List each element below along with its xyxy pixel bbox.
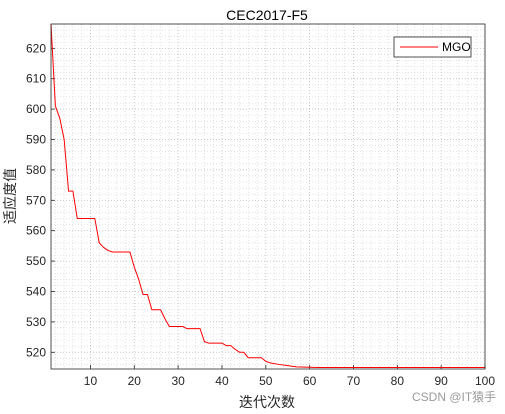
y-tick-label: 560 [26,224,46,238]
plot-border [50,23,486,370]
x-tick-label: 30 [171,374,185,388]
x-tick-label: 20 [128,374,142,388]
y-axis-title: 适应度值 [2,168,19,224]
legend: MGO [393,36,472,58]
x-tick-label: 40 [215,374,229,388]
series-layer [50,23,485,368]
y-tick-label: 610 [26,72,46,86]
x-tick-label: 80 [391,374,405,388]
chart-title: CEC2017-F5 [226,7,308,23]
x-axis: 10 20 30 40 50 60 70 80 90 100 [84,365,495,388]
x-tick-label: 70 [347,374,361,388]
y-tick-label: 540 [26,284,46,298]
y-tick-label: 570 [26,193,46,207]
x-tick-label: 90 [434,374,448,388]
series-line-mgo [50,23,485,368]
grid [51,24,486,369]
plot-area [51,24,485,369]
x-tick-label: 100 [475,374,495,388]
y-tick-label: 620 [26,41,46,55]
y-tick-label: 580 [26,163,46,177]
x-tick-label: 10 [84,374,98,388]
x-tick-label: 60 [303,374,317,388]
y-tick-label: 590 [26,133,46,147]
y-tick-label: 530 [26,315,46,329]
y-tick-label: 600 [26,102,46,116]
legend-label-mgo: MGO [442,40,471,54]
y-tick-label: 520 [26,345,46,359]
y-axis: 520 530 540 550 560 570 580 590 600 610 620 [26,41,55,359]
y-tick-label: 550 [26,254,46,268]
x-tick-label: 50 [259,374,273,388]
x-axis-title: 迭代次数 [239,395,295,411]
watermark: CSDN @IT猿手 [412,389,496,404]
